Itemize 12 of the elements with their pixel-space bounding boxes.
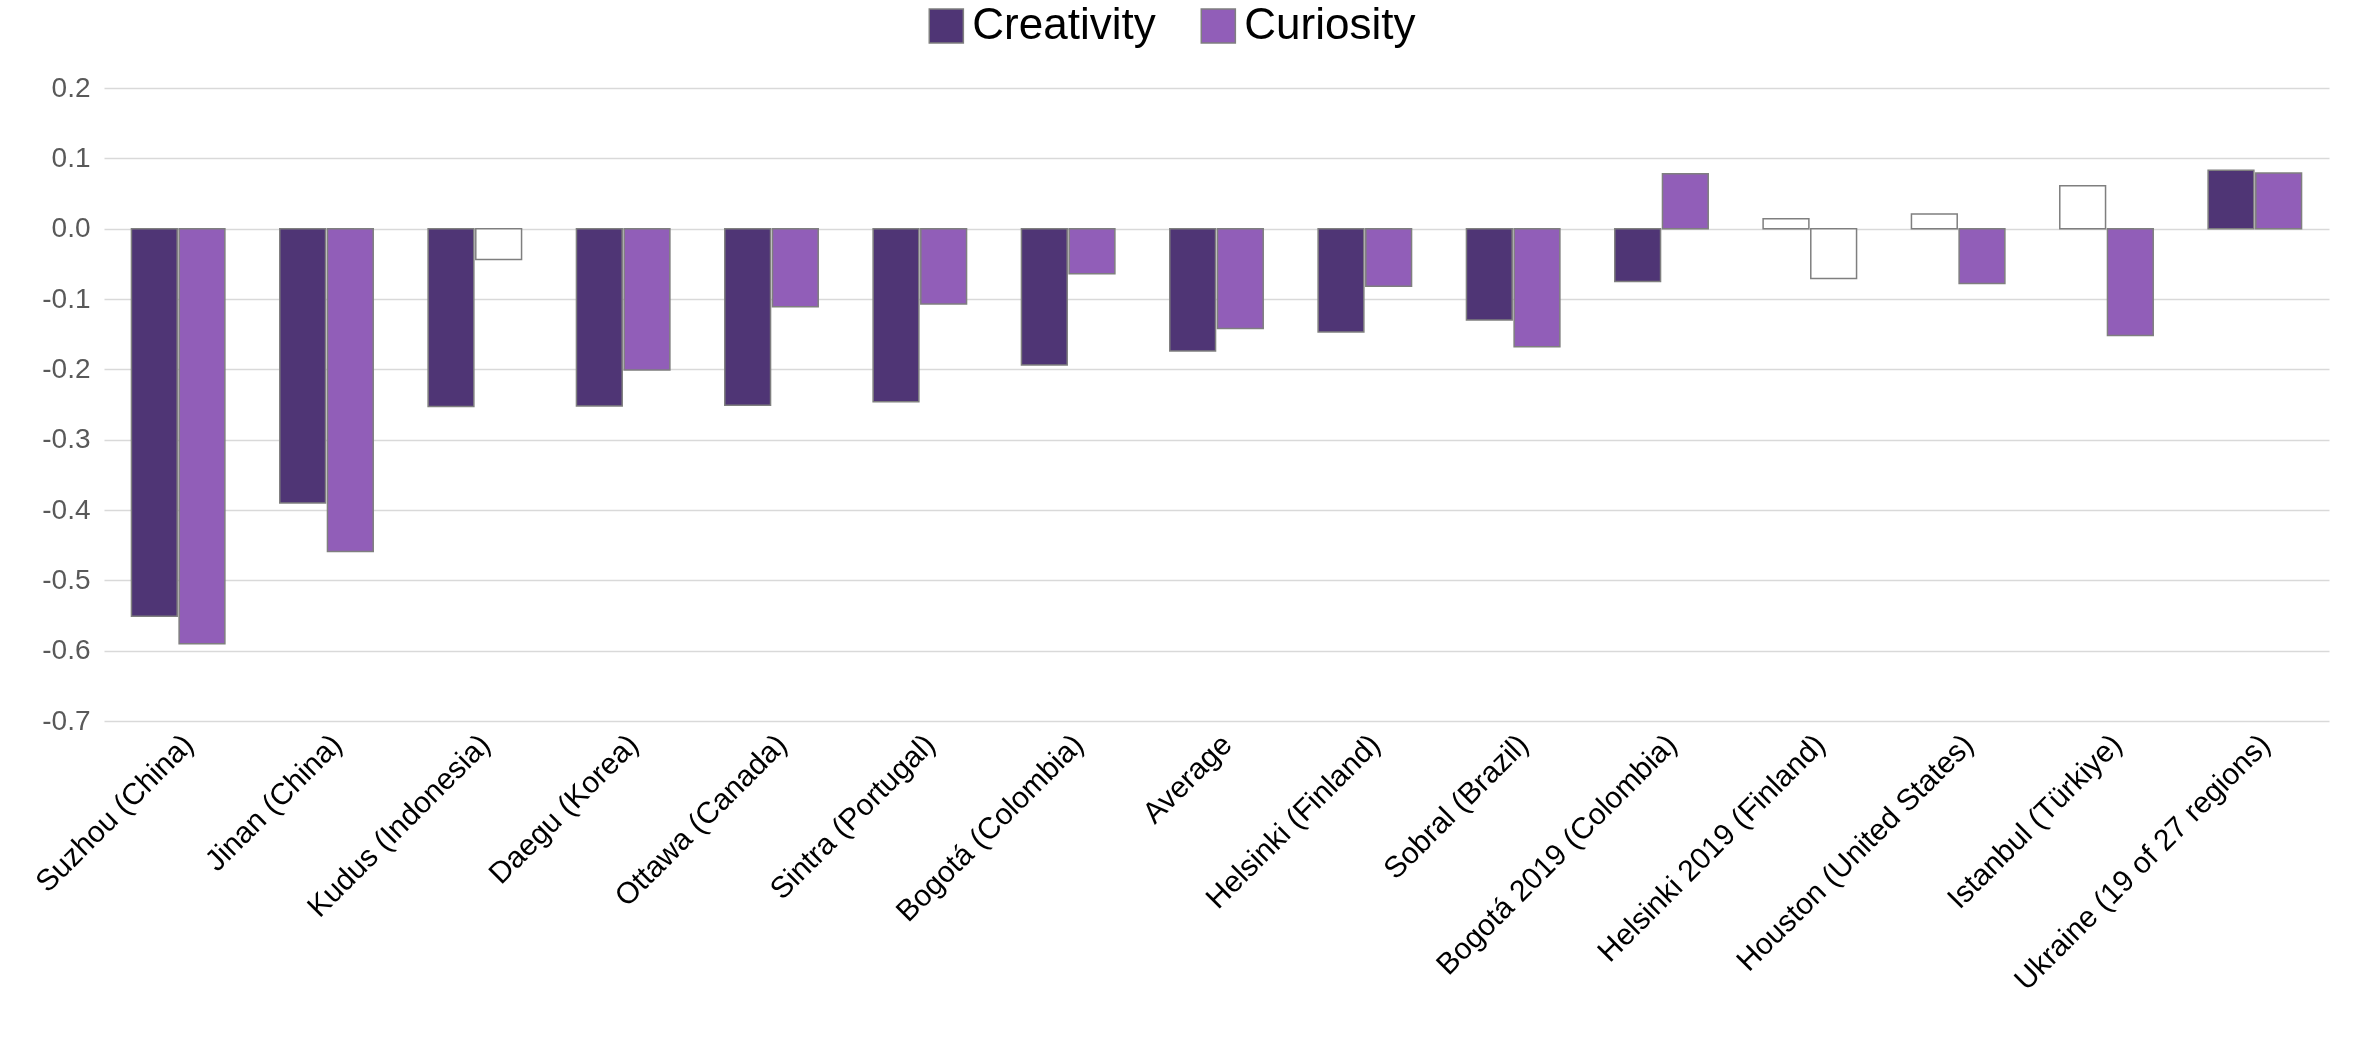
y-tick-label: 0.1 (51, 141, 91, 173)
y-tick-label: 0.2 (51, 71, 91, 103)
y-tick-label: -0.2 (42, 352, 91, 384)
legend-label: Curiosity (1244, 0, 1416, 48)
y-tick-label: -0.6 (42, 634, 91, 666)
legend-label: Creativity (972, 0, 1156, 48)
y-tick-label: 0.0 (51, 212, 91, 244)
y-tick-label: -0.5 (42, 563, 91, 595)
y-tick-label: -0.1 (42, 282, 91, 314)
y-tick-label: -0.4 (42, 493, 91, 525)
y-tick-label: -0.3 (42, 423, 91, 455)
y-tick-label: -0.7 (42, 704, 91, 736)
